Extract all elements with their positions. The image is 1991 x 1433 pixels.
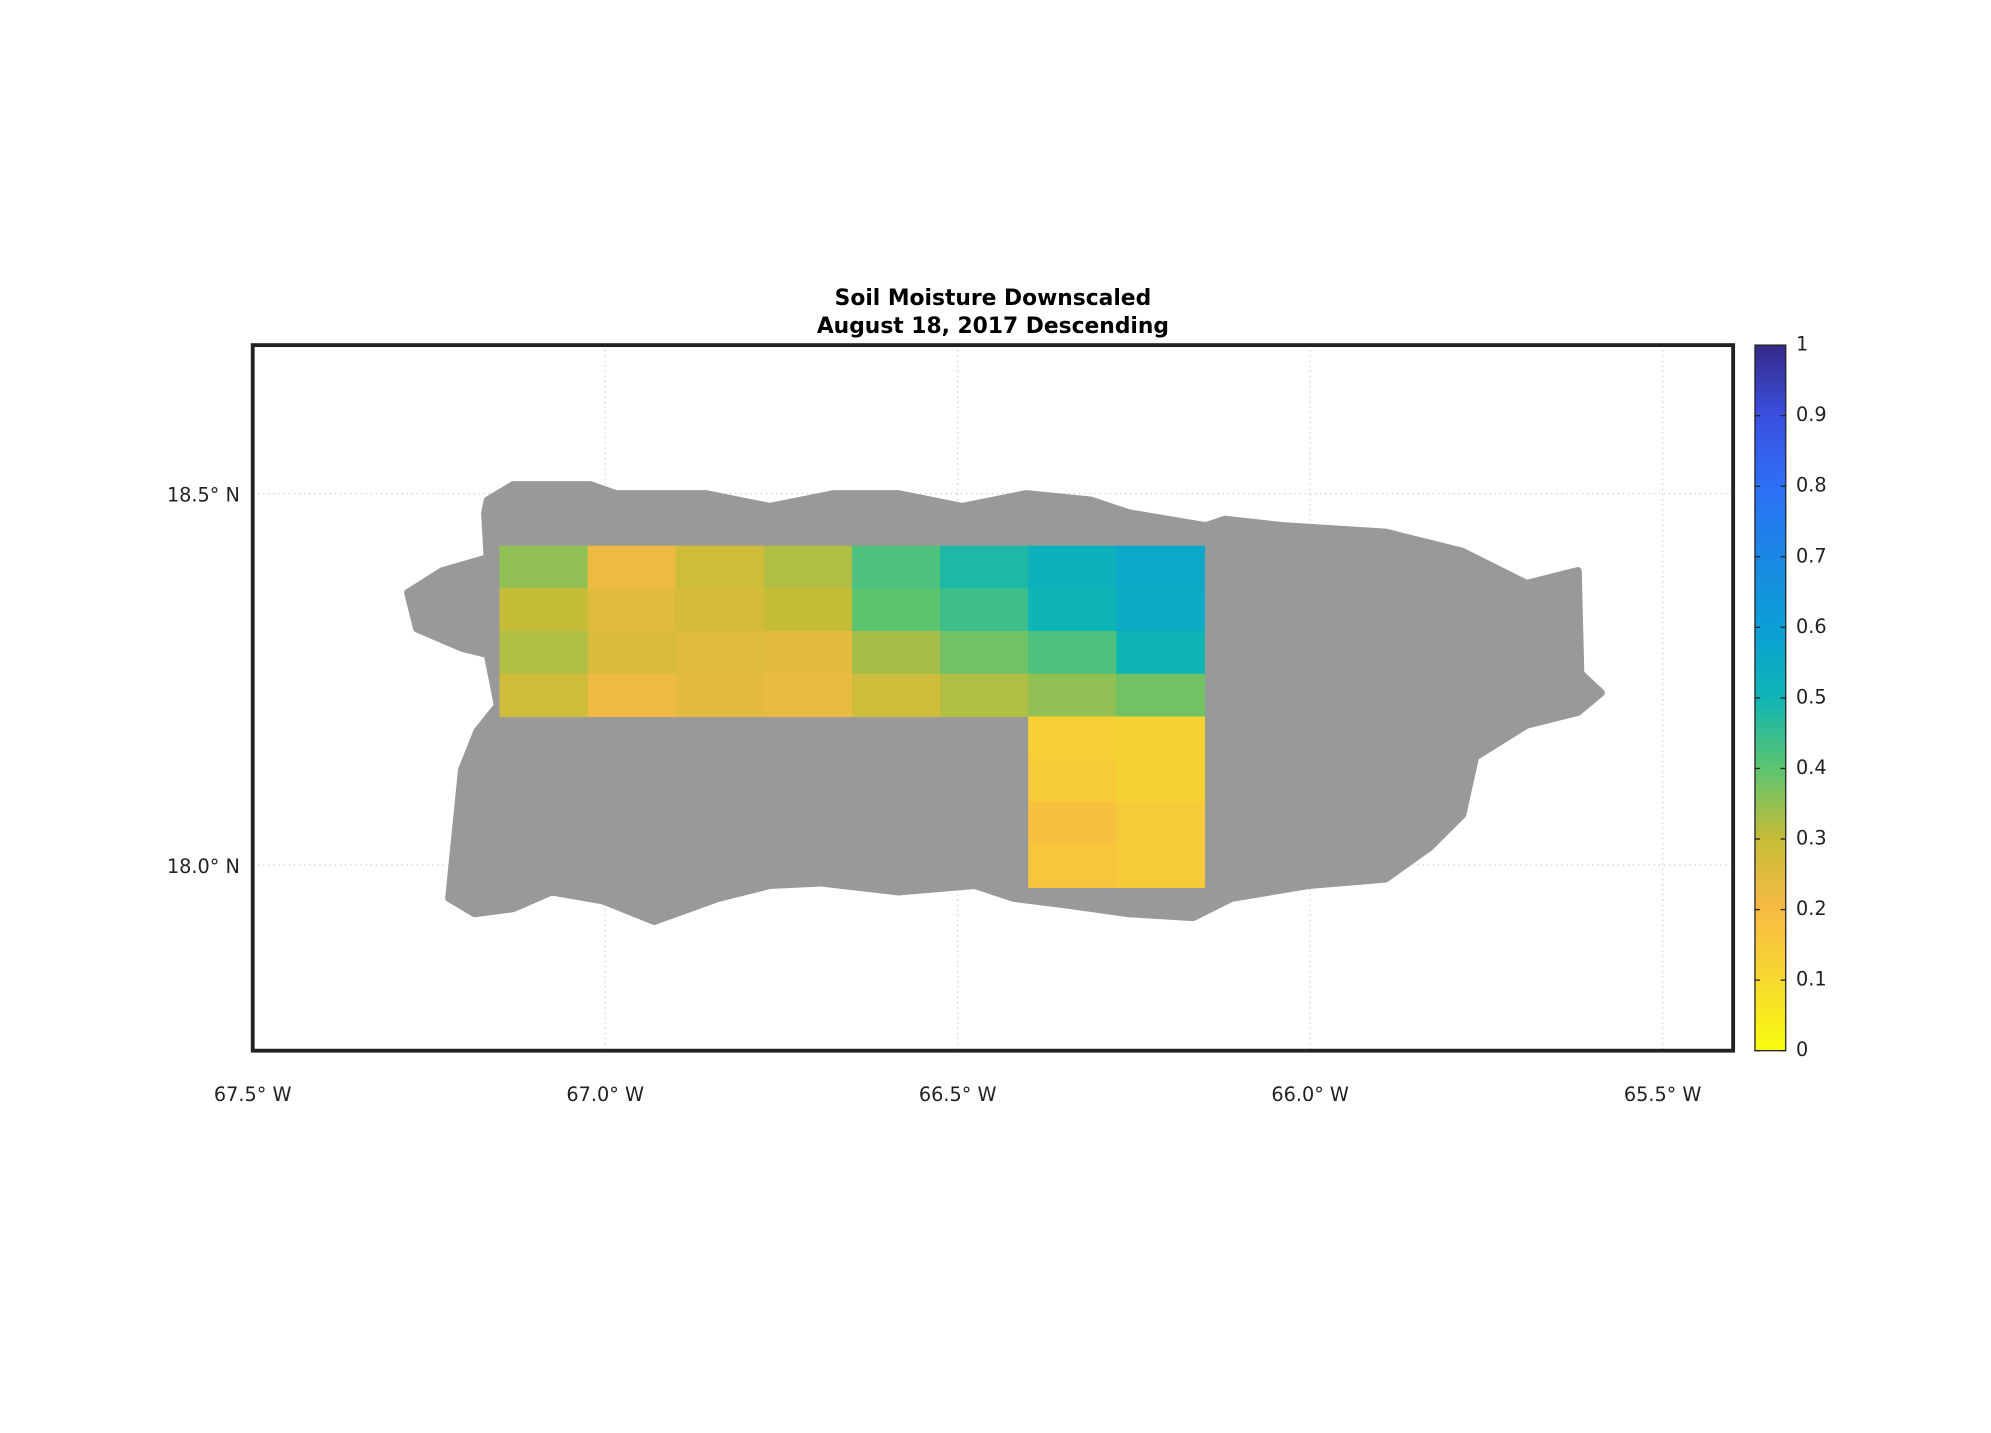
colorbar-tick-label: 0.9 — [1796, 403, 1827, 426]
heatmap-cell — [675, 631, 765, 675]
heatmap-cell — [675, 545, 765, 589]
heatmap-cell — [1028, 545, 1117, 589]
x-tick-label: 67.0° W — [566, 1083, 644, 1106]
heatmap-cell — [1028, 801, 1117, 846]
heatmap-cell — [1028, 844, 1117, 888]
heatmap-cell — [1116, 631, 1206, 675]
x-tick-label: 66.0° W — [1271, 1083, 1349, 1106]
heatmap-cell — [1028, 631, 1117, 675]
chart-title: Soil Moisture Downscaled — [835, 286, 1152, 311]
x-tick-label: 65.5° W — [1624, 1083, 1702, 1106]
heatmap-cell — [1116, 716, 1206, 760]
heatmap-cell — [851, 545, 941, 589]
heatmap-cell — [499, 673, 589, 718]
x-tick-label: 66.5° W — [919, 1083, 997, 1106]
heatmap-cell — [587, 673, 677, 718]
heatmap-cell — [675, 588, 765, 632]
heatmap-cell — [1116, 545, 1206, 589]
heatmap-cell — [1028, 759, 1117, 803]
heatmap-cell — [940, 673, 1029, 718]
heatmap-cell — [940, 631, 1029, 675]
heatmap-cell — [499, 545, 589, 589]
y-tick-label: 18.0° N — [167, 855, 240, 878]
heatmap-cell — [851, 631, 941, 675]
heatmap-cell — [1116, 759, 1206, 803]
heatmap-cell — [851, 588, 941, 632]
heatmap-cell — [763, 545, 853, 589]
colorbar-tick-label: 1 — [1796, 333, 1808, 356]
heatmap-cell — [763, 588, 853, 632]
heatmap-cell — [587, 631, 677, 675]
colorbar-tick-label: 0 — [1796, 1038, 1808, 1061]
heatmap-cell — [1028, 588, 1117, 632]
heatmap-cell — [1116, 844, 1206, 888]
colorbar-tick-label: 0.4 — [1796, 756, 1827, 779]
heatmap-cell — [499, 588, 589, 632]
heatmap-cell — [763, 673, 853, 718]
heatmap-cell — [1116, 801, 1206, 846]
colorbar-tick-label: 0.2 — [1796, 897, 1827, 920]
colorbar-tick-label: 0.8 — [1796, 474, 1827, 497]
y-tick-label: 18.5° N — [167, 484, 240, 507]
heatmap-cell — [763, 631, 853, 675]
heatmap-cell — [499, 631, 589, 675]
colorbar-tick-label: 0.5 — [1796, 685, 1827, 708]
colorbar-tick-label: 0.6 — [1796, 615, 1827, 638]
heatmap-cell — [587, 588, 677, 632]
x-tick-label: 67.5° W — [214, 1083, 292, 1106]
colorbar-tick-label: 0.3 — [1796, 827, 1827, 850]
heatmap-cell — [940, 545, 1029, 589]
heatmap-cell — [1028, 716, 1117, 760]
heatmap-cell — [587, 545, 677, 589]
heatmap-cell — [1116, 588, 1206, 632]
heatmap-cell — [1028, 673, 1117, 718]
colorbar-tick-label: 0.1 — [1796, 968, 1827, 991]
chart-subtitle: August 18, 2017 Descending — [817, 314, 1169, 339]
heatmap-cell — [851, 673, 941, 718]
heatmap-cell — [675, 673, 765, 718]
colorbar-tick-label: 0.7 — [1796, 544, 1827, 567]
plot-frame — [250, 343, 1736, 1053]
heatmap-cell — [940, 588, 1029, 632]
heatmap-cell — [1116, 673, 1206, 718]
